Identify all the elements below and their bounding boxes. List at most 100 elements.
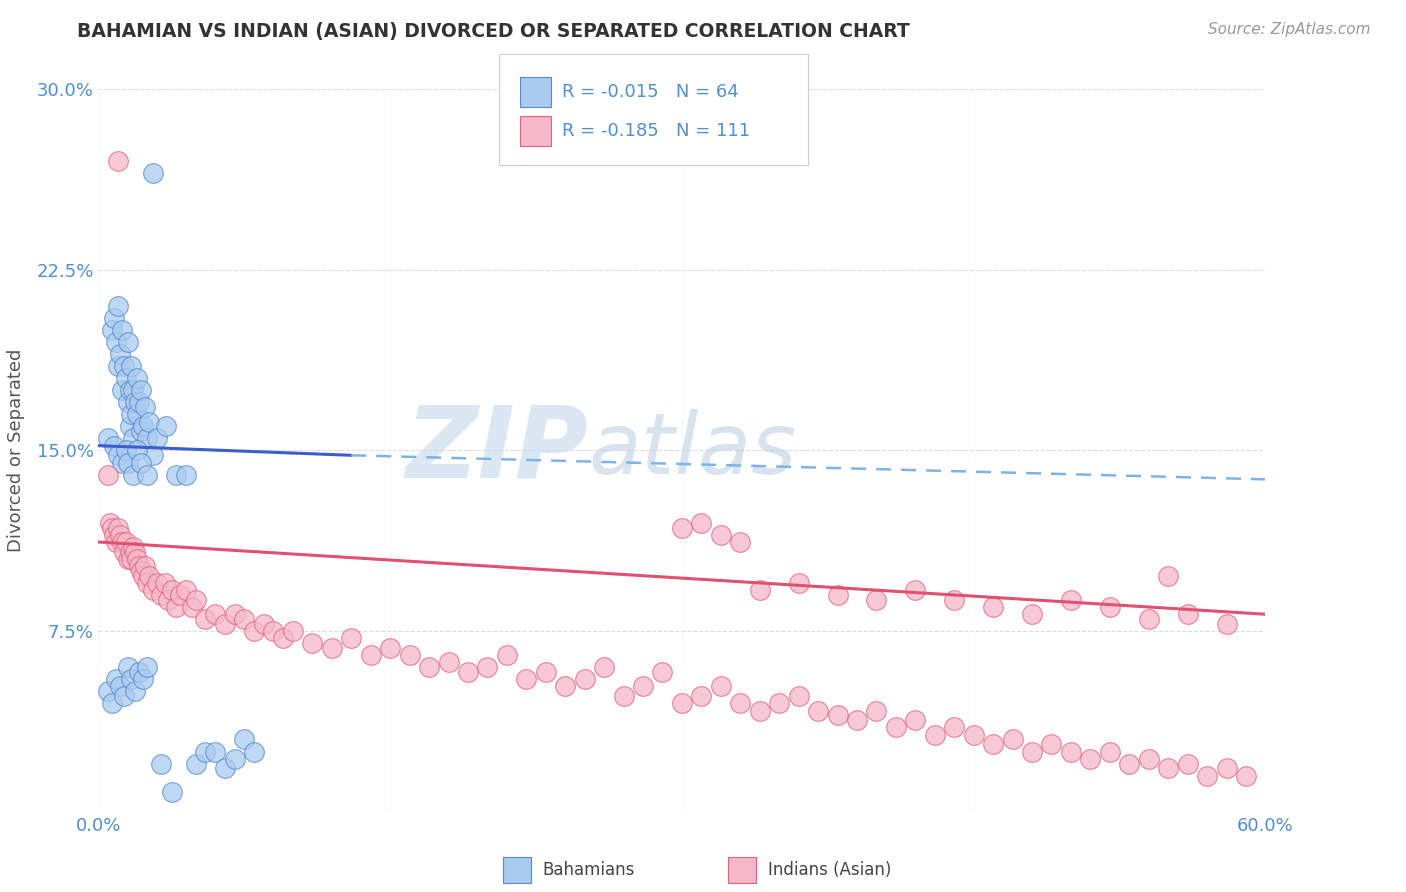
Point (631, 680, 654, 694)
Point (112, 359, 135, 373)
Point (827, 588, 849, 602)
Point (155, 419, 177, 434)
Point (114, 535, 136, 549)
Point (136, 660, 159, 674)
Point (671, 520, 693, 534)
Point (121, 551, 143, 566)
Point (128, 665, 150, 679)
Point (243, 624, 266, 639)
Point (122, 431, 145, 445)
Point (253, 616, 276, 631)
Point (117, 551, 139, 566)
Point (127, 407, 149, 421)
Point (301, 636, 323, 650)
Point (496, 648, 519, 662)
Point (1040, 737, 1063, 751)
Point (243, 744, 266, 758)
Point (1098, 599, 1121, 614)
Point (962, 728, 984, 742)
Point (149, 756, 172, 771)
Point (690, 516, 713, 530)
Point (97, 431, 120, 445)
Point (730, 696, 752, 710)
Point (142, 166, 165, 180)
Point (129, 424, 152, 438)
Point (124, 395, 146, 409)
Text: R = -0.185   N = 111: R = -0.185 N = 111 (562, 122, 751, 140)
Point (194, 612, 217, 626)
Point (134, 400, 156, 414)
Point (184, 756, 207, 771)
Point (127, 551, 149, 566)
Point (554, 680, 576, 694)
Point (108, 680, 131, 694)
Text: Source: ZipAtlas.com: Source: ZipAtlas.com (1208, 22, 1371, 37)
Point (1021, 744, 1043, 758)
Point (132, 673, 155, 687)
Point (1137, 612, 1160, 626)
Point (710, 680, 733, 694)
Point (146, 576, 169, 591)
Text: Bahamians: Bahamians (543, 861, 636, 879)
Point (1098, 744, 1121, 758)
Point (112, 689, 135, 703)
Point (174, 583, 197, 598)
Point (142, 583, 165, 598)
Point (1118, 756, 1140, 771)
Point (134, 559, 156, 574)
Point (1177, 607, 1199, 622)
Point (787, 689, 810, 703)
Point (321, 640, 343, 655)
Point (138, 568, 160, 582)
Point (281, 624, 304, 639)
Point (1195, 769, 1218, 783)
Point (1177, 756, 1199, 771)
Point (121, 359, 143, 373)
Point (204, 607, 226, 622)
Point (129, 455, 152, 469)
Point (262, 624, 284, 639)
Point (1234, 769, 1257, 783)
Point (1215, 616, 1237, 631)
Point (904, 583, 927, 598)
Point (748, 583, 770, 598)
Point (108, 527, 131, 541)
Point (457, 665, 479, 679)
Point (1157, 568, 1180, 582)
Point (136, 576, 159, 591)
Point (107, 359, 129, 373)
Point (534, 665, 557, 679)
Point (593, 660, 616, 674)
Point (111, 384, 134, 398)
Point (101, 696, 124, 710)
Point (117, 660, 139, 674)
Point (165, 467, 187, 482)
Point (214, 761, 236, 775)
Point (398, 648, 420, 662)
Point (103, 310, 125, 325)
Point (128, 559, 150, 574)
Point (117, 334, 139, 349)
Point (477, 660, 499, 674)
Point (690, 689, 713, 703)
Point (127, 371, 149, 385)
Text: atlas: atlas (589, 409, 797, 492)
Point (174, 467, 197, 482)
Point (340, 632, 363, 646)
Point (118, 419, 141, 434)
Point (111, 535, 134, 549)
Point (214, 616, 236, 631)
Point (1060, 592, 1083, 607)
Point (710, 527, 733, 541)
Point (114, 443, 136, 458)
Point (142, 448, 165, 462)
Point (121, 673, 143, 687)
Point (112, 544, 135, 558)
Point (162, 785, 184, 799)
Point (111, 455, 134, 469)
Point (146, 431, 169, 445)
Point (904, 713, 927, 727)
Point (748, 704, 770, 718)
Point (807, 704, 830, 718)
Point (124, 684, 146, 698)
